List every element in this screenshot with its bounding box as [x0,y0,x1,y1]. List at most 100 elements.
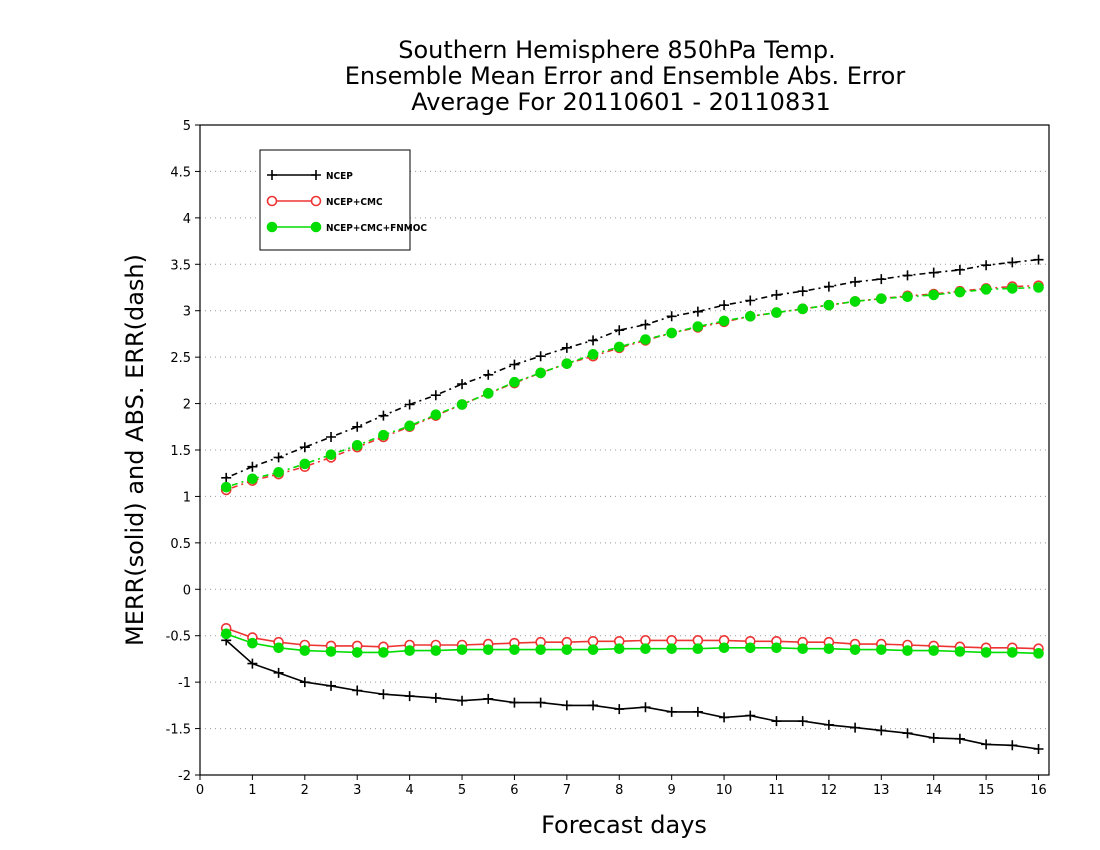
title-line-3: Average For 20110601 - 20110831 [411,88,831,116]
mean-error-point [352,685,363,696]
abs-error-point [588,335,599,346]
mean-error-point [823,643,835,655]
mean-error-point [692,706,703,717]
mean-error-point [666,643,677,655]
mean-error-point [378,689,389,700]
legend-marker [266,221,278,233]
abs-error-point [692,321,704,332]
mean-error-point [588,700,599,711]
mean-error-point [509,644,520,655]
y-tick-label: 0 [183,583,191,598]
mean-error-point [902,645,913,656]
abs-error-point [1033,254,1044,265]
abs-error-point [587,349,599,360]
mean-error-point [850,722,861,733]
abs-error-point [457,379,468,390]
mean-error-point [1033,648,1044,659]
abs-error-line [225,286,1039,488]
abs-error-point [640,334,651,345]
y-tick-label: 4 [183,212,191,227]
mean-error-point [404,645,415,656]
y-tick-label: 0.5 [170,537,191,552]
abs-error-point [1007,257,1018,268]
ticks: -2-1.5-1-0.500.511.522.533.544.550 1 2 3 4 5 6… [166,119,1047,798]
y-tick-label: 1.5 [170,444,191,459]
mean-error-point [299,677,310,688]
legend-label: NCEP [326,171,353,182]
mean-error-point [1033,744,1044,754]
y-tick-label: 3.5 [170,258,191,273]
abs-error-point [482,388,494,399]
mean-error-point [561,644,573,655]
x-tick-label: 10 [716,783,733,798]
mean-error-point [483,693,494,704]
abs-error-line [225,258,1039,479]
abs-error-point [981,260,992,271]
abs-error-point [509,359,520,370]
y-tick-label: 3 [183,305,191,320]
abs-error-point [378,429,389,441]
x-tick-label: 8 [615,783,623,798]
abs-error-point [928,289,940,301]
y-axis-label: MERR(solid) and ABS. ERR(dash) [121,254,149,646]
mean-error-point [719,712,730,723]
abs-error-point [797,286,808,297]
mean-error-point [981,739,992,750]
mean-error-point [928,732,939,743]
mean-error-point [718,642,730,654]
abs-error-point [613,341,625,353]
abs-error-point [744,310,756,322]
mean-error-point [273,642,284,654]
legend: NCEP NCEP+CMC NCEP+CMC+FNMOC [259,149,427,251]
x-tick-label: 9 [668,783,676,798]
mean-error-point [325,646,337,657]
x-tick-label: 6 [510,783,518,798]
x-tick-label: 13 [873,783,890,798]
y-tick-label: 2.5 [170,351,191,366]
abs-error-point [483,369,494,380]
abs-error-point [902,270,913,281]
x-axis-label: Forecast days [541,811,707,839]
mean-error-point [535,644,546,655]
x-tick-label: 0 [196,783,204,798]
x-tick-label: 14 [925,783,942,798]
y-tick-label: -0.5 [166,630,191,645]
legend-item-ncep: NCEP [267,170,353,182]
abs-error-point [535,351,546,362]
mean-error-point [954,646,966,657]
abs-error-point [404,420,415,432]
mean-error-point [351,647,363,658]
mean-error-point [378,647,389,658]
legend-marker [310,195,322,207]
x-tick-label: 15 [978,783,995,798]
abs-error-point [718,315,730,327]
abs-error-line [225,284,1039,491]
y-tick-label: -2 [178,769,191,784]
mean-error-point [980,647,992,658]
mean-error-point [771,716,782,727]
x-tick-label: 4 [405,783,413,798]
mean-error-point [299,645,311,656]
mean-error-point [666,706,677,717]
abs-error-point [509,376,520,388]
abs-error-point [247,473,258,485]
mean-error-point [430,692,441,703]
mean-error-point [771,642,782,654]
legend-label: NCEP+CMC [326,197,383,208]
abs-error-point [876,274,887,285]
abs-error-point [561,358,573,369]
abs-error-point [640,319,651,330]
mean-error-point [744,642,756,654]
abs-error-point [299,458,311,470]
mean-error-point [457,695,468,706]
y-tick-label: 2 [183,398,191,413]
legend-label: NCEP+CMC+FNMOC [326,223,427,234]
mean-error-point [1007,740,1018,751]
mean-error-point [1007,647,1018,658]
mean-error-point [640,643,651,655]
mean-error-point [273,667,284,678]
abs-error-point [666,327,677,339]
mean-error-point [797,716,808,727]
x-tick-label: 2 [301,783,309,798]
